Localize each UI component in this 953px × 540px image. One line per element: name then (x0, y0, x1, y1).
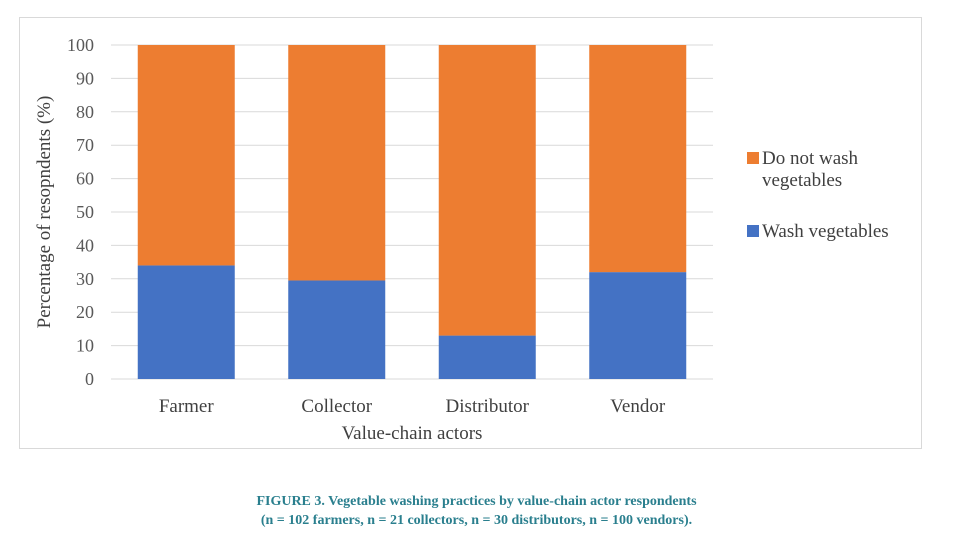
bar-collector-do-not-wash (288, 45, 386, 281)
bar-vendor-do-not-wash (589, 45, 687, 273)
legend-swatch (747, 225, 759, 237)
x-axis-title: Value-chain actors (342, 423, 483, 444)
y-tick-label: 20 (76, 302, 94, 322)
legend-swatch (747, 152, 759, 164)
x-category-label: Farmer (159, 396, 215, 417)
legend-label: Do not wash (762, 148, 859, 169)
x-category-labels: Farmer Collector Distributor Vendor (159, 396, 666, 417)
y-tick-label: 60 (76, 169, 94, 189)
caption-line-2: (n = 102 farmers, n = 21 collectors, n =… (260, 513, 693, 528)
bar-vendor-wash (589, 272, 687, 379)
legend-label: Wash vegetables (762, 221, 889, 242)
x-category-label: Vendor (610, 396, 666, 417)
y-tick-label: 100 (67, 35, 94, 55)
y-tick-label: 0 (85, 369, 94, 389)
legend-label: vegetables (762, 170, 842, 191)
bar-distributor-wash (438, 335, 536, 379)
chart-frame: 0 10 20 30 40 50 60 70 80 90 100 Farmer Collector Di… (19, 17, 922, 449)
y-tick-labels: 0 10 20 30 40 50 60 70 80 90 100 (67, 35, 94, 389)
figure-caption: FIGURE 3. Vegetable washing practices by… (0, 492, 953, 530)
y-tick-label: 80 (76, 102, 94, 122)
caption-line-1: FIGURE 3. Vegetable washing practices by… (256, 494, 697, 509)
stacked-bar-chart: 0 10 20 30 40 50 60 70 80 90 100 Farmer Collector Di… (34, 35, 889, 444)
bar-distributor-do-not-wash (438, 45, 536, 336)
bar-farmer-do-not-wash (137, 45, 235, 266)
x-category-label: Distributor (446, 396, 530, 417)
bar-collector-wash (288, 280, 386, 379)
y-tick-label: 90 (76, 68, 94, 88)
y-axis-title: Percentage of resopndents (%) (34, 96, 55, 329)
y-tick-label: 30 (76, 269, 94, 289)
bars (137, 45, 687, 379)
y-tick-label: 50 (76, 202, 94, 222)
bar-farmer-wash (137, 265, 235, 379)
y-tick-label: 10 (76, 336, 94, 356)
y-tick-label: 70 (76, 135, 94, 155)
x-category-label: Collector (301, 396, 372, 417)
y-tick-label: 40 (76, 235, 94, 255)
